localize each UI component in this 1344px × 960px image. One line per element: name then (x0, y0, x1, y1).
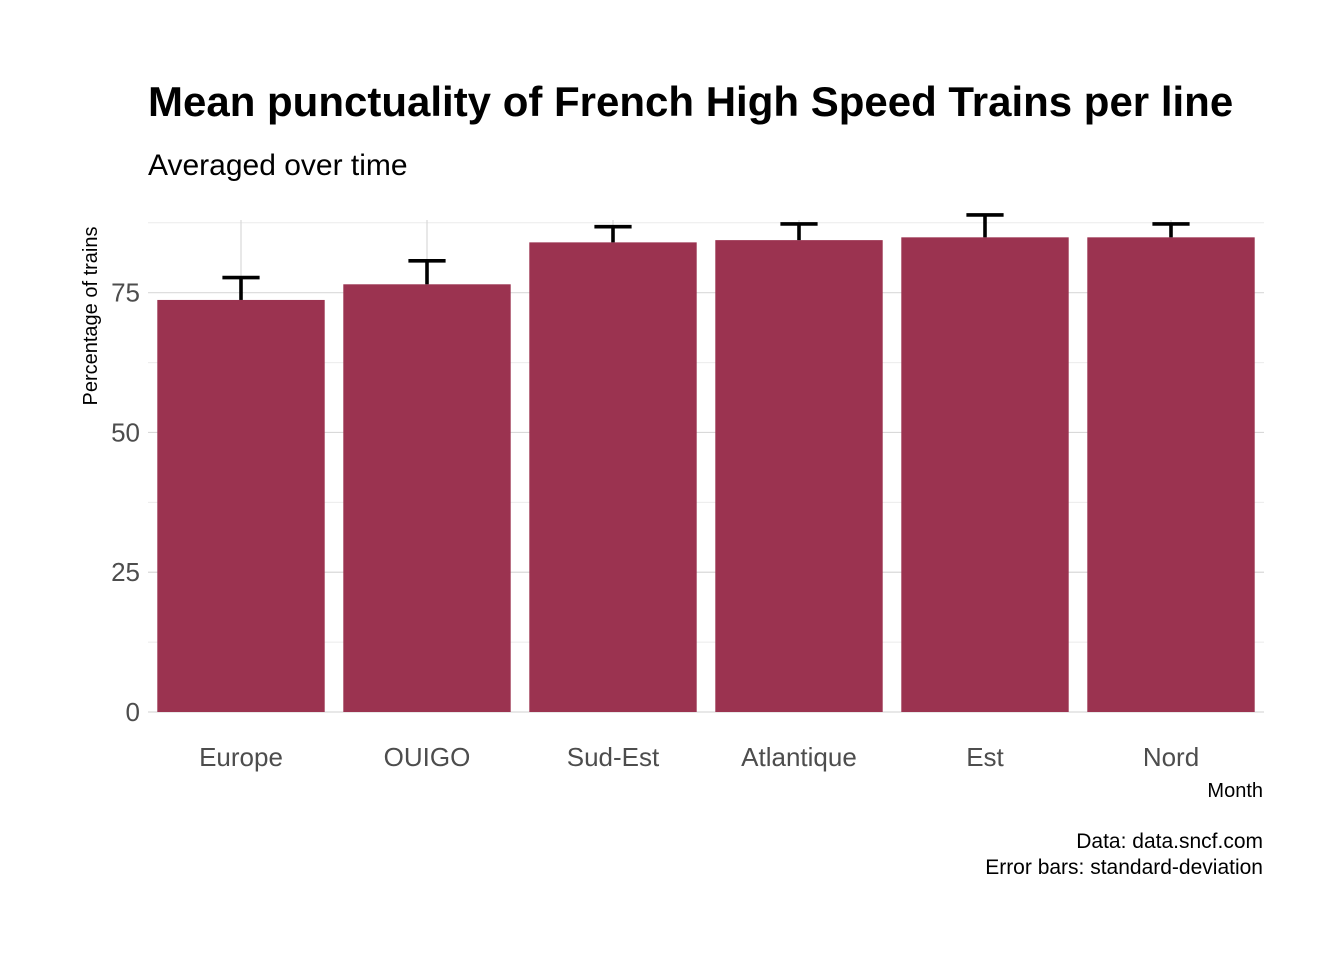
x-tick-label: Sud-Est (567, 742, 660, 772)
x-tick-label: Nord (1143, 742, 1199, 772)
error-bar-ouigo (408, 259, 446, 285)
error-bar-sud-est (594, 224, 632, 243)
error-bars (222, 213, 1190, 300)
error-bar-atlantique (780, 222, 818, 241)
x-axis-ticks: Europe OUIGO Sud-Est Atlantique Est Nord (199, 742, 1199, 772)
x-tick-label: Est (966, 742, 1004, 772)
y-tick-label: 0 (126, 697, 140, 727)
y-axis-title: Percentage of trains (80, 227, 102, 406)
chart-title: Mean punctuality of French High Speed Tr… (148, 78, 1233, 125)
error-bar-nord (1152, 222, 1190, 238)
chart-subtitle: Averaged over time (148, 149, 408, 182)
x-tick-label: OUIGO (384, 742, 471, 772)
y-axis-ticks: 0 25 50 75 (111, 278, 140, 727)
x-tick-label: Atlantique (741, 742, 857, 772)
x-axis-title: Month (1207, 780, 1263, 802)
bar-europe (157, 299, 325, 712)
bar-nord (1087, 237, 1255, 712)
y-tick-label: 50 (111, 417, 140, 447)
y-tick-label: 75 (111, 278, 140, 308)
caption-source: Data: data.sncf.com (1076, 830, 1263, 853)
bar-atlantique (715, 240, 883, 713)
error-bar-est (966, 213, 1004, 238)
x-tick-label: Europe (199, 742, 283, 772)
bar-ouigo (343, 284, 511, 712)
bars (157, 237, 1255, 713)
caption-error-bars: Error bars: standard-deviation (985, 856, 1263, 879)
y-tick-label: 25 (111, 557, 140, 587)
bar-est (901, 237, 1069, 712)
bar-sud-est (529, 242, 697, 712)
error-bar-europe (222, 275, 260, 300)
